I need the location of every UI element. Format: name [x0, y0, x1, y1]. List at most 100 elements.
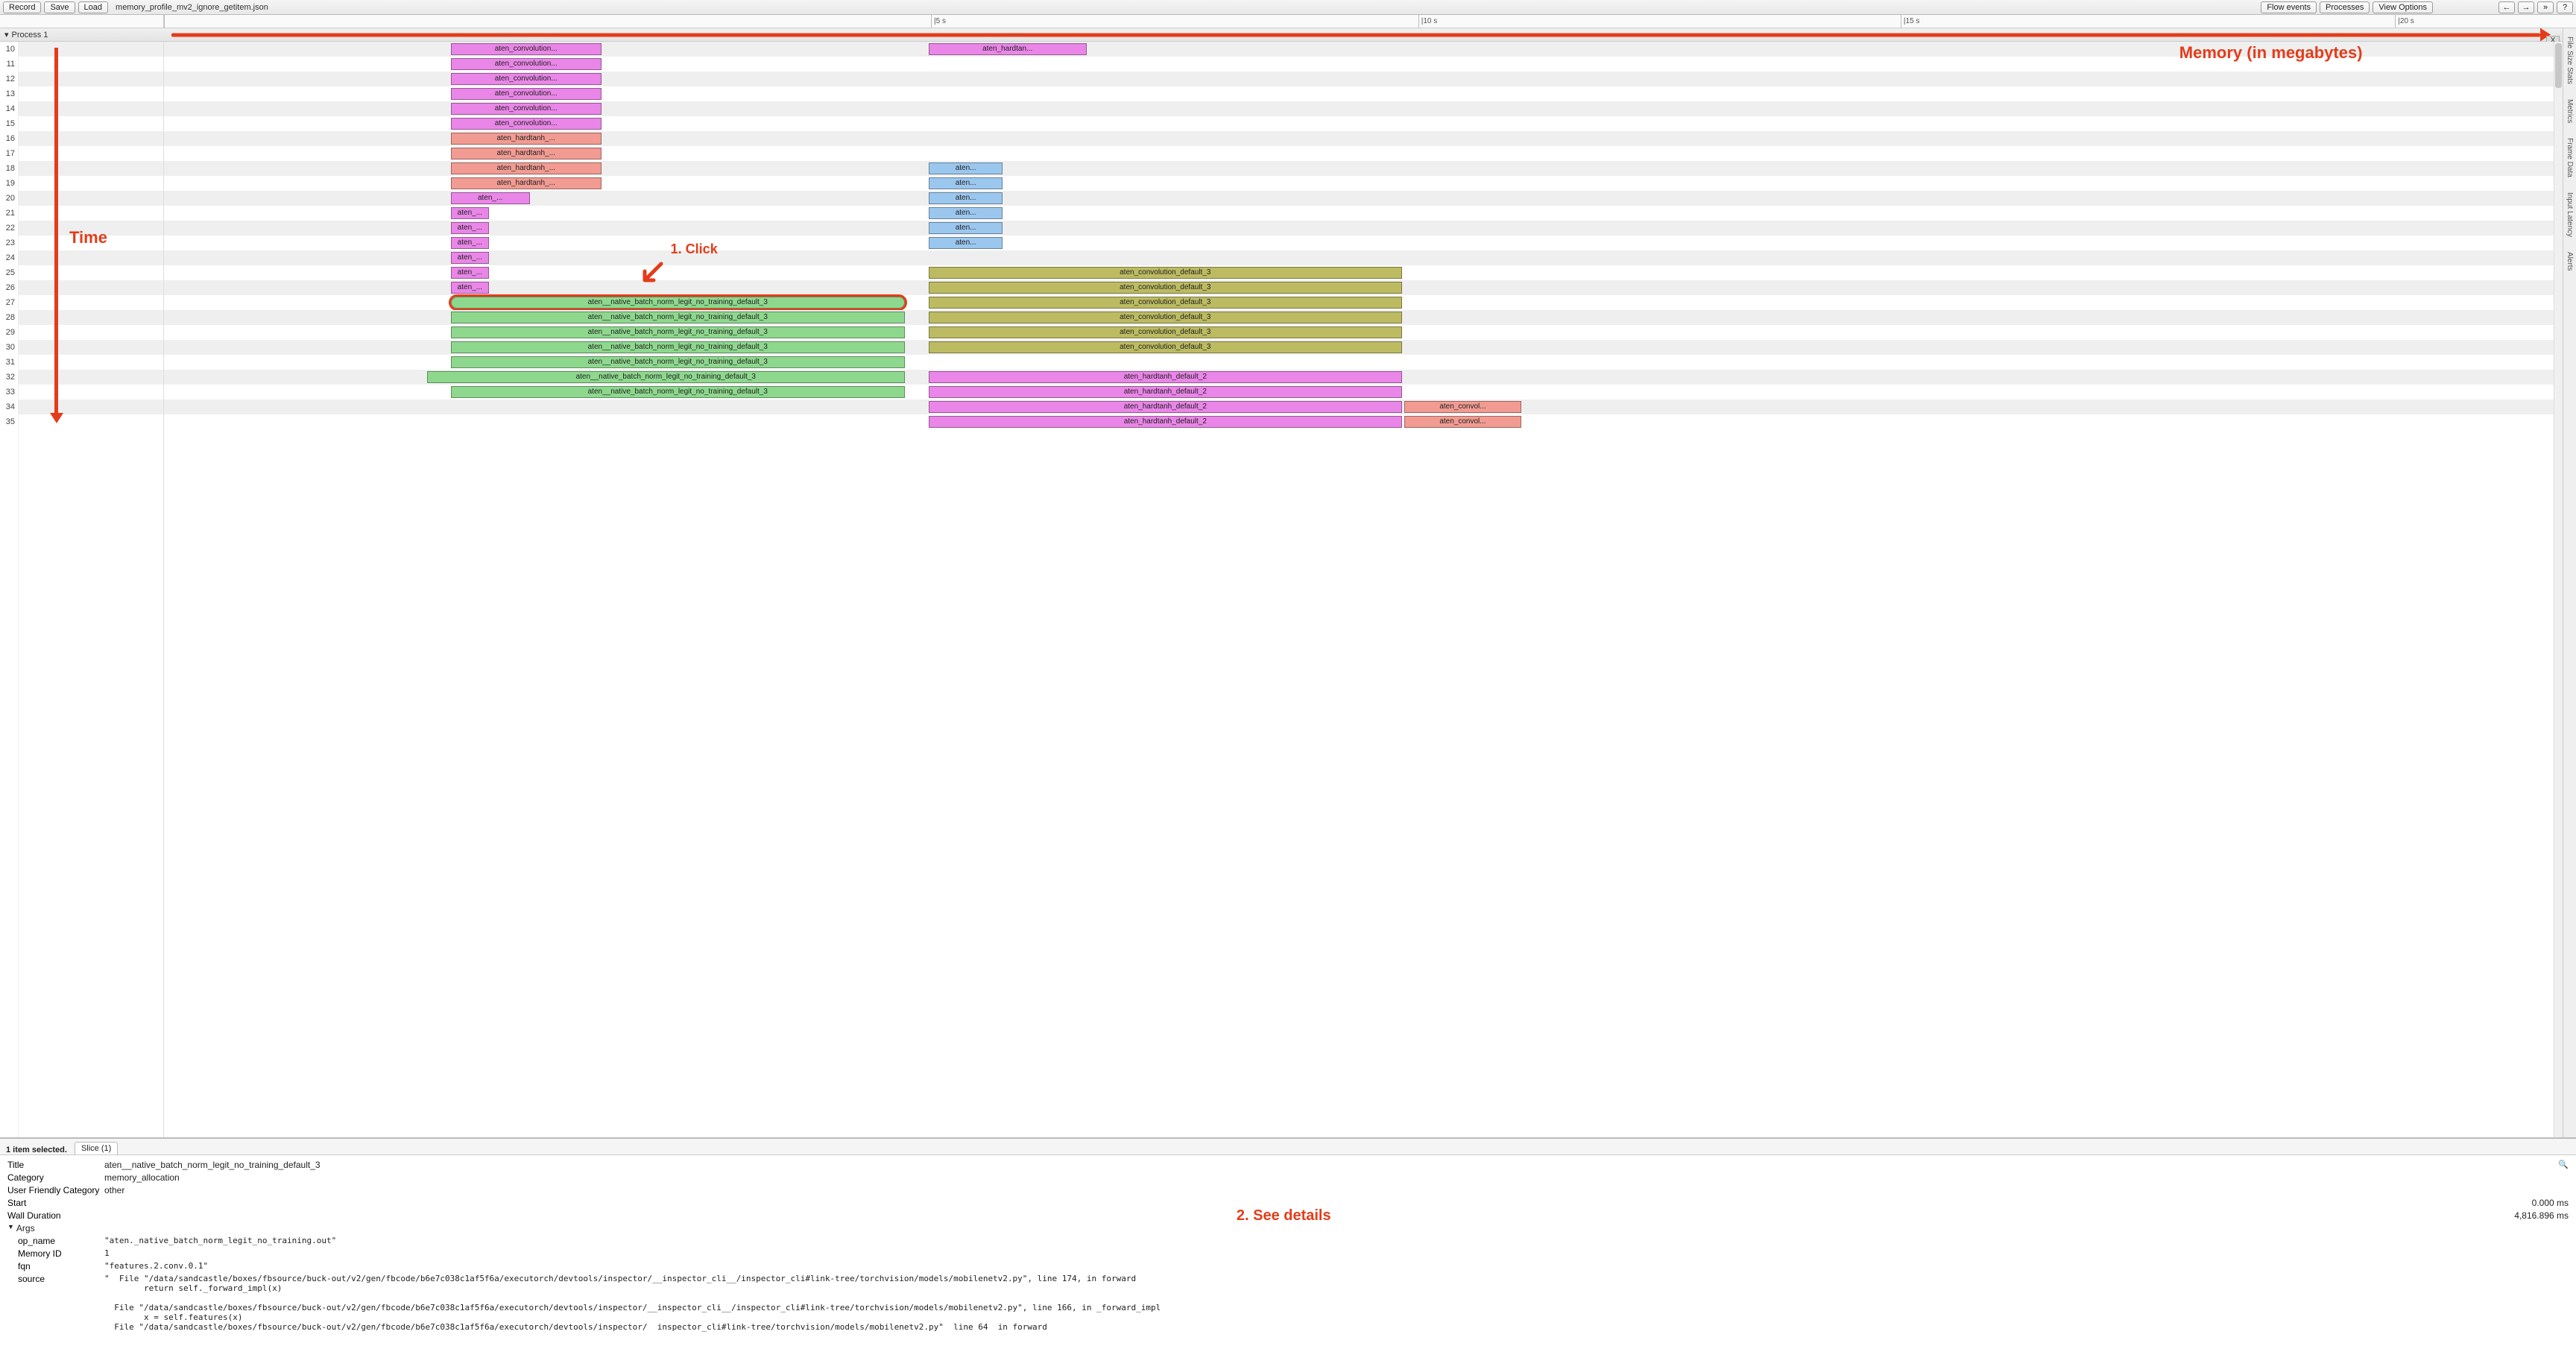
side-tab[interactable]: Alerts [2566, 250, 2574, 274]
memory-block[interactable]: aten__native_batch_norm_legit_no_trainin… [451, 341, 905, 353]
memory-block[interactable]: aten_convolution... [451, 118, 602, 130]
memory-block[interactable]: aten... [929, 207, 1003, 219]
memory-block[interactable]: aten__native_batch_norm_legit_no_trainin… [427, 371, 905, 383]
memory-block[interactable]: aten_... [451, 192, 530, 204]
nav-more-button[interactable]: » [2537, 1, 2554, 13]
nav-right-button[interactable]: → [2518, 1, 2534, 13]
flow-events-button[interactable]: Flow events [2261, 1, 2317, 13]
title-label: Title [7, 1160, 104, 1172]
memory-block[interactable]: aten... [929, 192, 1003, 204]
memory-block[interactable]: aten_hardtanh_default_2 [929, 371, 1402, 383]
memory-block[interactable]: aten_... [451, 282, 489, 294]
memory-block[interactable]: aten_hardtanh_default_2 [929, 401, 1402, 413]
category-label: Category [7, 1172, 104, 1185]
memory-axis-arrow [171, 33, 2540, 37]
memory-block[interactable]: aten_convolution_default_3 [929, 297, 1402, 309]
selection-count: 1 item selected. [6, 1146, 67, 1154]
timeline-row: aten_... aten_convolution_default_3 [164, 280, 2554, 295]
side-tab[interactable]: Metrics [2566, 97, 2574, 125]
view-options-button[interactable]: View Options [2373, 1, 2433, 13]
side-tab[interactable]: Frame Data [2566, 136, 2574, 180]
line-number: 31 [0, 355, 18, 370]
side-tabs: File Size Stats Metrics Frame Data Input La… [2563, 28, 2576, 1137]
top-toolbar: Record Save Load memory_profile_mv2_igno… [0, 0, 2576, 15]
memid-label: Memory ID [7, 1248, 104, 1261]
side-tab[interactable]: File Size Stats [2566, 34, 2574, 86]
memory-block[interactable]: aten_... [451, 267, 489, 279]
save-button[interactable]: Save [44, 1, 75, 13]
memory-block[interactable]: aten__native_batch_norm_legit_no_trainin… [451, 326, 905, 338]
start-label: Start [7, 1198, 104, 1210]
memory-block[interactable]: aten__native_batch_norm_legit_no_trainin… [451, 356, 905, 368]
memory-block[interactable]: aten_convolution... [451, 103, 602, 115]
timeline-row: aten__native_batch_norm_legit_no_trainin… [164, 370, 2554, 385]
timeline-row: aten_... aten... [164, 236, 2554, 250]
process-header: ▾ Process 1 X [0, 28, 2563, 42]
source-label: source [7, 1274, 104, 1332]
line-number: 12 [0, 72, 18, 86]
memory-block[interactable]: aten_convolution... [451, 73, 602, 85]
memory-block[interactable]: aten_hardtanh_... [451, 177, 602, 189]
line-number: 23 [0, 236, 18, 250]
memory-block[interactable]: aten_convolution_default_3 [929, 282, 1402, 294]
args-toggle[interactable]: Args [7, 1223, 2569, 1236]
timeline-row: aten_convolution... [164, 101, 2554, 116]
details-panel: 2. See details 1 item selected. Slice (1… [0, 1137, 2576, 1346]
memory-block[interactable]: aten_convolution_default_3 [929, 326, 1402, 338]
memory-block[interactable]: aten_hardtan... [929, 43, 1087, 55]
search-icon[interactable]: 🔍 [2558, 1160, 2569, 1172]
timeline-row: aten__native_batch_norm_legit_no_trainin… [164, 325, 2554, 340]
memory-block[interactable]: aten... [929, 162, 1003, 174]
memory-block[interactable]: aten__native_batch_norm_legit_no_trainin… [451, 312, 905, 323]
slice-tab[interactable]: Slice (1) [75, 1142, 118, 1154]
timeline-row: aten__native_batch_norm_legit_no_trainin… [164, 310, 2554, 325]
timeline-row: aten_convolution... [164, 57, 2554, 72]
fqn-label: fqn [7, 1261, 104, 1274]
line-number: 15 [0, 116, 18, 131]
memory-block[interactable]: aten_... [451, 222, 489, 234]
memory-block[interactable]: aten__native_batch_norm_legit_no_trainin… [451, 297, 905, 309]
memory-block[interactable]: aten_convolution_default_3 [929, 267, 1402, 279]
title-value: aten__native_batch_norm_legit_no_trainin… [104, 1160, 2554, 1172]
collapse-icon[interactable]: ▾ [4, 30, 9, 40]
memory-block[interactable]: aten_convol... [1404, 401, 1521, 413]
memory-block[interactable]: aten_hardtanh_... [451, 133, 602, 145]
memory-block[interactable]: aten... [929, 237, 1003, 249]
processes-button[interactable]: Processes [2320, 1, 2370, 13]
wall-label: Wall Duration [7, 1210, 104, 1223]
memory-block[interactable]: aten_convolution... [451, 58, 602, 70]
memory-block[interactable]: aten_... [451, 207, 489, 219]
timeline-row: aten_hardtanh_default_2aten_convol... [164, 414, 2554, 429]
memory-block[interactable]: aten__native_batch_norm_legit_no_trainin… [451, 386, 905, 398]
line-number: 17 [0, 146, 18, 161]
memory-block[interactable]: aten_convolution_default_3 [929, 341, 1402, 353]
line-number: 10 [0, 42, 18, 57]
nav-left-button[interactable]: ← [2498, 1, 2515, 13]
help-button[interactable]: ? [2557, 1, 2573, 13]
ruler-tick: |5 s [931, 15, 946, 28]
side-tab[interactable]: Input Latency [2566, 190, 2574, 239]
memory-block[interactable]: aten... [929, 177, 1003, 189]
memory-block[interactable]: aten_hardtanh_default_2 [929, 416, 1402, 428]
memory-block[interactable]: aten... [929, 222, 1003, 234]
op-name-label: op_name [7, 1236, 104, 1248]
line-number: 25 [0, 265, 18, 280]
memory-block[interactable]: aten_hardtanh_... [451, 162, 602, 174]
timeline-row: aten_convolution... [164, 72, 2554, 86]
memory-block[interactable]: aten_convolution... [451, 88, 602, 100]
source-value: " File "/data/sandcastle/boxes/fbsource/… [104, 1274, 2569, 1332]
memory-block[interactable]: aten_... [451, 237, 489, 249]
timeline-row: aten__native_batch_norm_legit_no_trainin… [164, 340, 2554, 355]
memory-block[interactable]: aten_convolution... [451, 43, 602, 55]
vertical-scrollbar[interactable] [2554, 42, 2563, 1137]
record-button[interactable]: Record [3, 1, 41, 13]
memory-block[interactable]: aten_convol... [1404, 416, 1521, 428]
load-button[interactable]: Load [78, 1, 108, 13]
memid-value: 1 [104, 1248, 2569, 1261]
memory-block[interactable]: aten_convolution_default_3 [929, 312, 1402, 323]
time-ruler: |5 s|10 s|15 s|20 s [0, 15, 2576, 28]
timeline-row: aten_hardtanh_... aten... [164, 176, 2554, 191]
memory-block[interactable]: aten_... [451, 252, 489, 264]
memory-block[interactable]: aten_hardtanh_default_2 [929, 386, 1402, 398]
memory-block[interactable]: aten_hardtanh_... [451, 148, 602, 159]
